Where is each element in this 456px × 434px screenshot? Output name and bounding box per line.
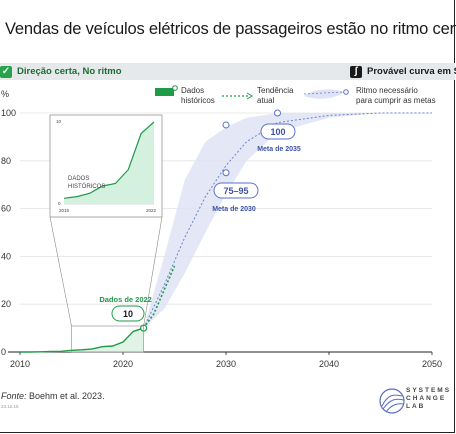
source-text: Boehm et al. 2023. [26,391,105,401]
status-on-track-label: Direção certa, No ritmo [17,66,122,77]
inset-y-tick-bottom: 0 [58,201,61,206]
band-layer [143,113,432,329]
inset-historical-area [64,122,154,204]
status-s-curve-label: Provável curva em S [367,66,456,77]
y-tick-label: 20 [1,299,11,309]
target-2035-label: Meta de 2035 [257,146,301,153]
inset-connector-left [49,216,72,327]
chart-title: Vendas de veículos elétricos de passagei… [5,20,456,38]
legend-required-swatch [304,89,344,99]
x-tick-label: 2020 [113,359,133,369]
logo-arc-3 [385,403,405,413]
y-axis-unit: % [1,89,9,99]
s-curve-icon: ʃ [350,65,362,78]
legend-required-label-2: para cumprir as metas [356,96,436,105]
legend-historical-label-2: históricos [181,96,215,105]
logo-circle [379,388,405,414]
data-2022-pill [111,305,145,322]
target-2030-pill [213,182,259,199]
legend-trend-label: Tendência [257,86,294,95]
logo-text: SYSTEMS CHANGE LAB [406,387,451,411]
target-2035-pill [260,123,296,140]
target-2030-label: Meta de 2030 [212,206,256,213]
systems-change-lab-logo [379,388,405,414]
logo-line-2: CHANGE [406,395,447,402]
source-prefix: Fonte: [1,391,27,401]
x-tick-label: 2040 [319,359,339,369]
series-historical [20,327,144,353]
required-pace-band [143,113,432,329]
inset-historical-line [63,121,155,199]
image-id: 23.12.15 [1,404,19,409]
x-tick-label: 2030 [216,359,236,369]
legend-required-marker [343,89,349,95]
target-2030-low-point [222,169,230,177]
y-tick-label: 0 [1,347,6,357]
annotation-layer: Dados de 2022 10 75–95 Meta de 2030 100 Meta … [99,123,301,322]
series-required-pace [143,112,432,329]
series-layer [20,109,432,353]
series-current-trend [142,265,176,329]
target-2035-point [274,109,281,117]
status-s-curve: ʃ Provável curva em S [350,64,456,79]
status-on-track: ✓ Direção certa, No ritmo [0,64,122,79]
legend-historical-swatch [155,88,174,96]
x-tick-label: 2010 [10,359,30,369]
target-2030-value: 75–95 [223,186,248,196]
logo-line-3: LAB [406,403,426,410]
data-2022-title: Dados de 2022 [99,295,152,304]
inset-label-line-1: DADOS [68,176,89,182]
logo-line-1: SYSTEMS [406,387,452,394]
inset-connector-right [143,216,163,327]
inset-source-box [71,325,144,353]
target-2035-value: 100 [270,127,285,137]
data-2022-value: 10 [123,309,133,319]
inset-y-tick-top: 10 [56,119,62,124]
target-2030-high-point [222,121,230,129]
legend-trend-label-2: atual [257,96,275,105]
y-tick-label: 40 [1,251,11,261]
source-note: Fonte: Boehm et al. 2023. [1,391,105,401]
y-tick-label: 60 [1,204,11,214]
legend-historical-marker [172,85,178,91]
legend-trend-arrow [246,92,253,100]
y-tick-label: 80 [1,156,11,166]
inset-x-tick-left: 2015 [59,208,70,213]
legend-required-line [303,91,345,95]
y-tick-label: 100 [1,108,16,118]
legend-required-label: Ritmo necessário [356,86,418,95]
logo-arc-1 [381,394,403,407]
logo-arc-2 [382,398,405,410]
inset-label-line-2: HISTÓRICOS [68,183,105,190]
check-icon: ✓ [0,65,12,78]
legend-historical-label: Dados [181,86,204,95]
inset-x-tick-right: 2022 [146,208,157,213]
x-tick-label: 2050 [422,359,442,369]
status-band [0,63,455,80]
